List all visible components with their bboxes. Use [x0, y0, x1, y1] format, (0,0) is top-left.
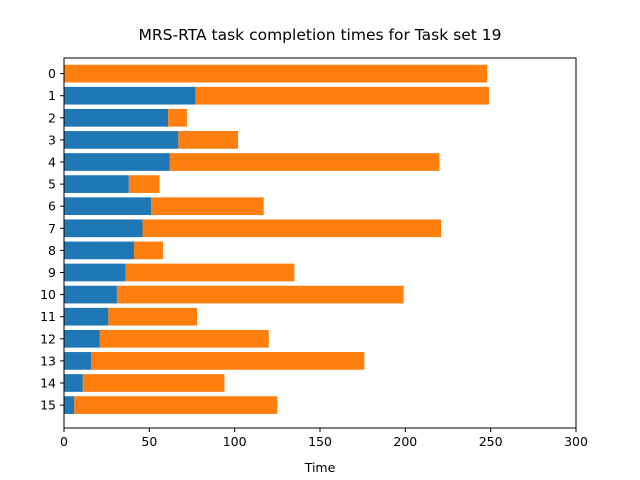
bar-task-7-segment-2: [142, 219, 442, 238]
x-axis-label: Time: [304, 460, 336, 475]
y-tick-label-4: 4: [48, 155, 56, 170]
x-tick-label-100: 100: [223, 434, 247, 449]
bar-task-6-segment-1: [64, 197, 152, 216]
bar-task-13-segment-2: [91, 352, 365, 370]
y-tick-label-2: 2: [48, 110, 56, 125]
bar-task-2-segment-1: [64, 108, 169, 127]
bar-task-5-segment-1: [64, 175, 129, 193]
bars-layer: [64, 64, 489, 414]
y-tick-label-10: 10: [40, 287, 56, 302]
y-tick-label-3: 3: [48, 132, 56, 147]
x-tick-label-300: 300: [564, 434, 588, 449]
y-tick-label-13: 13: [40, 353, 56, 368]
x-tick-label-250: 250: [479, 434, 503, 449]
bar-task-14-segment-2: [82, 374, 225, 392]
bar-task-13-segment-1: [64, 352, 92, 370]
bar-task-6-segment-2: [151, 197, 264, 216]
y-tick-label-14: 14: [40, 376, 56, 391]
bar-task-12-segment-1: [64, 329, 100, 348]
y-tick-label-15: 15: [40, 398, 56, 413]
bar-task-12-segment-2: [99, 329, 269, 348]
bar-task-11-segment-2: [108, 307, 198, 326]
bar-task-15-segment-2: [74, 396, 278, 414]
bar-task-9-segment-2: [125, 263, 295, 282]
bar-task-2-segment-2: [168, 108, 187, 127]
bar-task-8-segment-2: [133, 241, 163, 260]
bar-task-3-segment-2: [178, 131, 239, 149]
y-tick-label-8: 8: [48, 243, 56, 258]
x-tick-label-0: 0: [60, 434, 68, 449]
bar-task-15-segment-1: [64, 396, 75, 414]
bar-task-0-segment-2: [64, 64, 488, 83]
y-tick-label-9: 9: [48, 265, 56, 280]
y-tick-label-7: 7: [48, 221, 56, 236]
y-tick-label-0: 0: [48, 66, 56, 81]
x-tick-label-200: 200: [393, 434, 417, 449]
y-tick-label-11: 11: [40, 309, 56, 324]
bar-task-5-segment-2: [128, 175, 160, 193]
bar-task-11-segment-1: [64, 307, 109, 326]
y-tick-label-5: 5: [48, 177, 56, 192]
bar-task-8-segment-1: [64, 241, 134, 260]
bar-task-4-segment-2: [169, 153, 440, 171]
bar-task-14-segment-1: [64, 374, 83, 392]
bar-task-10-segment-2: [116, 285, 404, 304]
x-tick-label-150: 150: [308, 434, 332, 449]
bar-task-10-segment-1: [64, 285, 117, 304]
bar-task-1-segment-1: [64, 86, 196, 105]
x-axis-ticks: 0 50 100 150 200 250 300: [60, 428, 588, 449]
y-tick-label-1: 1: [48, 88, 56, 103]
bar-task-9-segment-1: [64, 263, 126, 282]
y-tick-label-12: 12: [40, 331, 56, 346]
bar-task-3-segment-1: [64, 131, 179, 149]
x-tick-label-50: 50: [141, 434, 157, 449]
y-tick-label-6: 6: [48, 199, 56, 214]
bar-task-1-segment-2: [195, 86, 489, 105]
bar-task-4-segment-1: [64, 153, 170, 171]
chart-title: MRS-RTA task completion times for Task s…: [139, 26, 502, 44]
bar-task-7-segment-1: [64, 219, 143, 238]
